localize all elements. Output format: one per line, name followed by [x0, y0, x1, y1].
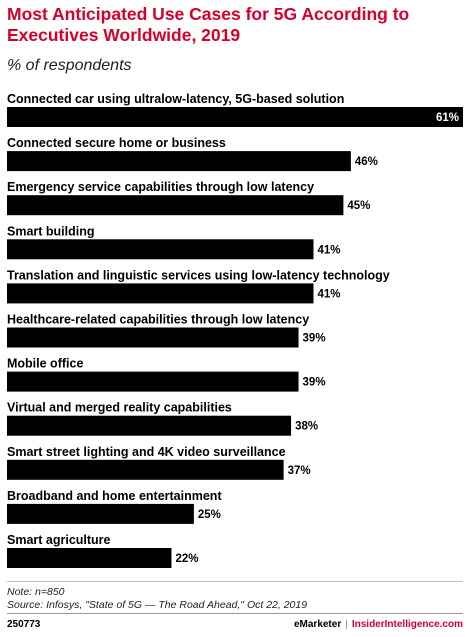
bar	[7, 283, 314, 304]
brand-emarketer[interactable]: eMarketer	[293, 619, 342, 630]
category-label: Connected secure home or business	[7, 136, 226, 150]
value-label: 46%	[355, 156, 378, 168]
bar	[7, 459, 284, 480]
bar	[7, 548, 172, 568]
chart-id: 250773	[7, 619, 41, 630]
source-text: Source: Infosys, "State of 5G — The Road…	[7, 599, 308, 611]
bar	[7, 151, 351, 172]
chart-subtitle: % of respondents	[7, 57, 132, 74]
category-label: Mobile office	[7, 357, 83, 371]
category-label: Virtual and merged reality capabilities	[7, 401, 232, 415]
value-label: 25%	[198, 509, 221, 521]
value-label: 61%	[436, 112, 459, 124]
value-label: 37%	[288, 465, 311, 477]
value-label: 39%	[303, 333, 326, 345]
category-label: Smart building	[7, 224, 95, 238]
footer-divider	[7, 581, 463, 582]
footer-bottom-divider	[7, 613, 463, 614]
value-label: 45%	[347, 200, 370, 212]
value-label: 41%	[317, 288, 340, 300]
bar	[7, 107, 463, 127]
chart-title: Most Anticipated Use Cases for 5G Accord…	[7, 4, 410, 45]
brand-separator: |	[345, 619, 348, 630]
bar	[7, 239, 314, 260]
bar	[7, 371, 299, 392]
value-label: 22%	[175, 553, 198, 565]
brand-insiderintelligence[interactable]: InsiderIntelligence.com	[351, 619, 463, 630]
category-label: Smart street lighting and 4K video surve…	[7, 445, 286, 459]
category-label: Broadband and home entertainment	[7, 489, 222, 503]
category-label: Connected car using ultralow-latency, 5G…	[7, 92, 344, 106]
category-label: Healthcare-related capabilities through …	[7, 313, 309, 327]
category-label: Smart agriculture	[7, 533, 111, 547]
value-label: 38%	[295, 421, 318, 433]
bar	[7, 327, 299, 348]
bar-chart: Connected car using ultralow-latency, 5G…	[7, 92, 463, 568]
value-label: 41%	[317, 244, 340, 256]
category-label: Emergency service capabilities through l…	[7, 180, 314, 194]
bar	[7, 503, 194, 524]
brand-credit: eMarketer | InsiderIntelligence.com	[294, 619, 463, 630]
category-label: Translation and linguistic services usin…	[7, 268, 390, 282]
bar	[7, 195, 344, 216]
note-text: Note: n=850	[7, 586, 65, 598]
value-label: 39%	[303, 377, 326, 389]
bar	[7, 415, 292, 436]
